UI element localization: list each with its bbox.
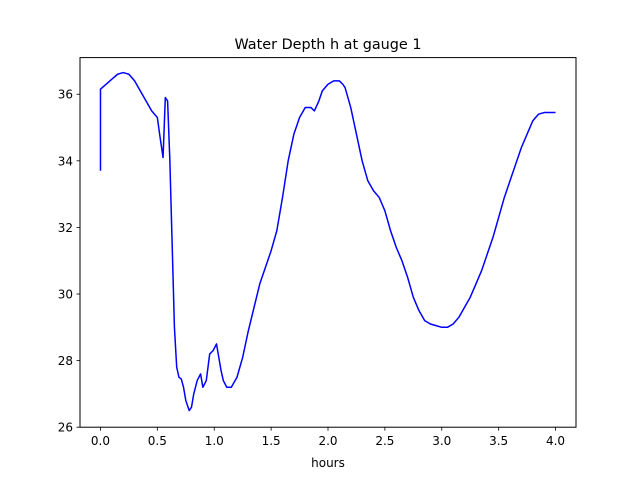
chart-title: Water Depth h at gauge 1 — [234, 37, 421, 53]
x-tick-label: 2.5 — [375, 434, 394, 448]
y-tick-label: 32 — [58, 221, 73, 235]
series-line-0 — [99, 71, 556, 412]
y-tick-label: 30 — [58, 288, 73, 302]
y-tick-label: 34 — [58, 154, 73, 168]
x-tick-label: 1.5 — [262, 434, 281, 448]
y-tick-label: 36 — [58, 88, 73, 102]
x-tick-label: 0.5 — [148, 434, 167, 448]
y-tick-label: 28 — [58, 354, 73, 368]
y-tick-label: 26 — [58, 421, 73, 435]
x-axis-label: hours — [311, 456, 345, 470]
plot-area — [99, 71, 556, 412]
x-axis: 0.0 0.5 1.0 1.5 2.0 2.5 3.0 3.5 4.0 — [91, 427, 565, 448]
y-axis: 26 28 30 32 34 36 — [58, 88, 80, 435]
x-tick-label: 3.0 — [432, 434, 451, 448]
x-tick-label: 0.0 — [91, 434, 110, 448]
x-tick-label: 2.0 — [318, 434, 337, 448]
x-tick-label: 3.5 — [489, 434, 508, 448]
x-tick-label: 4.0 — [546, 434, 565, 448]
x-tick-label: 1.0 — [205, 434, 224, 448]
